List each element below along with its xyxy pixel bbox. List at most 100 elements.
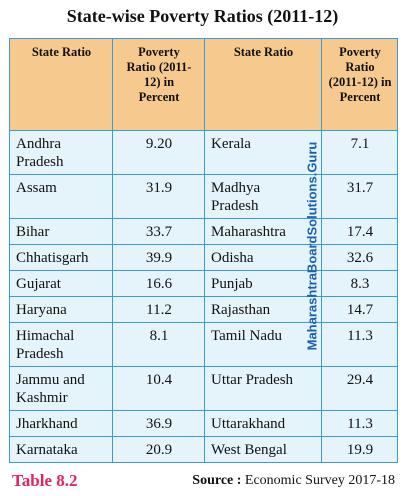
value-cell: 10.4 <box>112 366 205 411</box>
state-cell: Karnataka <box>9 436 113 463</box>
header-cell: State Ratio <box>9 38 113 131</box>
state-name: Himachal Pradesh <box>16 328 75 362</box>
value-cell: 11.2 <box>112 296 205 323</box>
table-row: Jammu and Kashmir 10.4 Uttar Pradesh 29.4 <box>9 366 398 411</box>
value-cell: 20.9 <box>112 436 205 463</box>
value-cell: 7.1 <box>321 130 398 175</box>
state-name: Odisha <box>211 250 254 266</box>
state-name: Jammu and Kashmir <box>16 372 85 406</box>
header-text: State Ratio <box>233 45 294 59</box>
header-cell: Poverty Ratio (2011-12) in Percent <box>112 38 205 131</box>
value-cell: 39.9 <box>112 244 205 271</box>
poverty-ratio: 36.9 <box>145 416 173 432</box>
title: State-wise Poverty Ratios (2011-12) <box>66 6 339 26</box>
table-row: Bihar 33.7 Maharashtra 17.4 <box>9 218 398 245</box>
state-cell: West Bengal <box>204 436 322 463</box>
table-body: Andhra Pradesh 9.20 Kerala 7.1 Assam 31.9 Madh… <box>9 130 398 463</box>
state-name: Bihar <box>16 224 50 240</box>
state-cell: Assam <box>9 174 113 219</box>
value-cell: 8.1 <box>112 322 205 367</box>
table-row: Assam 31.9 Madhya Pradesh 31.7 <box>9 174 398 219</box>
poverty-ratio: 11.2 <box>146 302 172 318</box>
poverty-ratio: 10.4 <box>145 372 173 388</box>
table-label: Table 8.2 <box>12 471 78 490</box>
state-cell: Jharkhand <box>9 410 113 437</box>
state-name: Tamil Nadu <box>211 328 283 344</box>
poverty-ratio: 29.4 <box>346 372 374 388</box>
value-cell: 19.9 <box>321 436 398 463</box>
value-cell: 14.7 <box>321 296 398 323</box>
state-name: Madhya Pradesh <box>211 180 261 214</box>
state-cell: Gujarat <box>9 270 113 297</box>
state-name: West Bengal <box>211 442 287 458</box>
poverty-ratio: 8.1 <box>149 328 169 344</box>
state-cell: Bihar <box>9 218 113 245</box>
table-row: Jharkhand 36.9 Uttarakhand 11.3 <box>9 410 398 437</box>
source: Source : Economic Survey 2017-18 <box>192 473 395 489</box>
header-cell: Poverty Ratio (2011-12) in Percent <box>321 38 398 131</box>
poverty-table: State Ratio Poverty Ratio (2011-12) in Pe… <box>9 38 398 463</box>
table-row: Gujarat 16.6 Punjab 8.3 <box>9 270 398 297</box>
poverty-ratio: 8.3 <box>350 276 370 292</box>
poverty-ratio: 11.3 <box>347 416 373 432</box>
state-cell: Maharashtra <box>204 218 322 245</box>
table-row: Andhra Pradesh 9.20 Kerala 7.1 <box>9 130 398 175</box>
table-row: Chhatisgarh 39.9 Odisha 32.6 <box>9 244 398 271</box>
poverty-ratio: 33.7 <box>145 224 173 240</box>
value-cell: 32.6 <box>321 244 398 271</box>
header-text: Poverty Ratio (2011-12) in Percent <box>126 45 192 104</box>
poverty-ratio: 17.4 <box>346 224 374 240</box>
poverty-ratio: 32.6 <box>346 250 374 266</box>
state-name: Rajasthan <box>211 302 271 318</box>
poverty-ratio: 19.9 <box>346 442 374 458</box>
poverty-ratio: 31.9 <box>145 180 173 196</box>
header-text: Poverty Ratio (2011-12) in Percent <box>328 45 392 104</box>
state-cell: Punjab <box>204 270 322 297</box>
state-cell: Andhra Pradesh <box>9 130 113 175</box>
state-name: Assam <box>16 180 57 196</box>
table-row: Karnataka 20.9 West Bengal 19.9 <box>9 436 398 463</box>
state-name: Haryana <box>16 302 67 318</box>
watermark: MaharashtraBoardSolutions.Guru <box>304 141 320 351</box>
poverty-ratio: 31.7 <box>346 180 374 196</box>
value-cell: 11.3 <box>321 410 398 437</box>
value-cell: 11.3 <box>321 322 398 367</box>
state-name: Karnataka <box>16 442 78 458</box>
value-cell: 33.7 <box>112 218 205 245</box>
header-text: State Ratio <box>31 45 92 59</box>
state-name: Andhra Pradesh <box>16 136 64 170</box>
poverty-ratio: 9.20 <box>145 136 173 152</box>
state-cell: Haryana <box>9 296 113 323</box>
value-cell: 29.4 <box>321 366 398 411</box>
state-name: Uttarakhand <box>211 416 286 432</box>
value-cell: 31.7 <box>321 174 398 219</box>
poverty-ratio: 20.9 <box>145 442 173 458</box>
value-cell: 8.3 <box>321 270 398 297</box>
value-cell: 9.20 <box>112 130 205 175</box>
poverty-ratio: 16.6 <box>145 276 173 292</box>
state-cell: Jammu and Kashmir <box>9 366 113 411</box>
source-label: Source : <box>192 473 242 488</box>
state-name: Maharashtra <box>211 224 286 240</box>
state-cell: Himachal Pradesh <box>9 322 113 367</box>
value-cell: 16.6 <box>112 270 205 297</box>
state-name: Gujarat <box>16 276 61 292</box>
state-name: Jharkhand <box>16 416 78 432</box>
poverty-ratio: 14.7 <box>346 302 374 318</box>
value-cell: 31.9 <box>112 174 205 219</box>
state-cell: Kerala <box>204 130 322 175</box>
state-name: Chhatisgarh <box>16 250 89 266</box>
state-name: Kerala <box>211 136 251 152</box>
table-row: Haryana 11.2 Rajasthan 14.7 <box>9 296 398 323</box>
poverty-ratio: 7.1 <box>350 136 370 152</box>
header-row: State Ratio Poverty Ratio (2011-12) in Pe… <box>9 38 398 131</box>
state-cell: Tamil Nadu <box>204 322 322 367</box>
table-row: Himachal Pradesh 8.1 Tamil Nadu 11.3 <box>9 322 398 367</box>
state-name: Uttar Pradesh <box>211 372 294 388</box>
state-cell: Uttarakhand <box>204 410 322 437</box>
state-cell: Uttar Pradesh <box>204 366 322 411</box>
poverty-ratio: 39.9 <box>145 250 173 266</box>
value-cell: 36.9 <box>112 410 205 437</box>
source-text: Economic Survey 2017-18 <box>244 473 395 488</box>
